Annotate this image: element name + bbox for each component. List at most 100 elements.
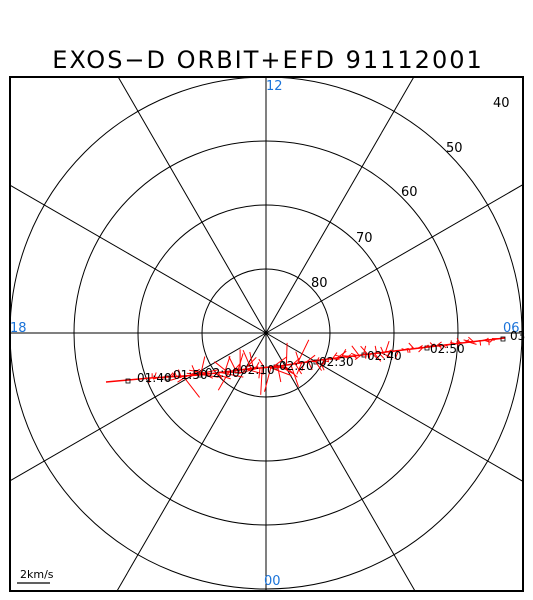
efd-vector	[249, 351, 254, 369]
efd-vector	[301, 362, 305, 371]
mlt-radial-lines	[9, 76, 524, 592]
efd-vector	[264, 366, 272, 392]
efd-vector	[224, 356, 231, 373]
efd-vector	[360, 345, 369, 355]
efd-vector	[178, 369, 182, 377]
efd-vector	[336, 357, 340, 361]
efd-vector	[380, 352, 393, 359]
orbit-time-label-0240: 02:40	[367, 349, 402, 363]
efd-vector	[255, 361, 260, 369]
orbit-time-label-0230: 02:30	[319, 355, 354, 369]
efd-vector	[217, 371, 230, 391]
efd-vector	[296, 339, 310, 364]
efd-vector	[371, 353, 378, 359]
efd-vector	[332, 352, 338, 359]
efd-vector	[171, 372, 175, 377]
efd-vector	[394, 350, 400, 360]
efd-vector	[164, 375, 168, 378]
efd-vector	[397, 349, 401, 352]
efd-vector	[307, 361, 313, 371]
efd-vector	[272, 356, 287, 368]
efd-vector	[477, 339, 481, 342]
efd-vector	[191, 365, 197, 376]
efd-vector	[233, 368, 250, 371]
efd-vector	[320, 359, 327, 367]
mlt-radial-line	[9, 184, 267, 334]
efd-vector	[258, 367, 261, 379]
efd-vector	[401, 348, 406, 351]
efd-vector	[170, 376, 175, 378]
efd-vector	[285, 342, 288, 366]
efd-vector	[463, 339, 472, 343]
mlt-radial-line	[265, 332, 524, 482]
efd-vector	[446, 343, 454, 346]
plot-title: EXOS−D ORBIT+EFD 91112001	[52, 46, 484, 74]
efd-vector	[277, 366, 282, 383]
mlt-radial-line	[265, 76, 415, 334]
efd-vector	[450, 341, 456, 345]
efd-vector	[386, 351, 391, 358]
orbit-time-label-0250: 02:50	[430, 342, 465, 356]
efd-vector	[350, 352, 357, 357]
efd-vector	[148, 377, 151, 383]
efd-vector	[429, 342, 435, 347]
efd-vector	[162, 377, 164, 381]
efd-vector	[213, 372, 231, 380]
efd-vector	[214, 361, 228, 372]
efd-vector	[334, 354, 344, 358]
efd-vector	[200, 356, 206, 376]
efd-vector	[486, 337, 489, 341]
efd-vector	[152, 377, 159, 380]
efd-vector	[305, 354, 316, 363]
efd-vector	[217, 372, 223, 380]
efd-vector	[294, 363, 303, 375]
orbit-time-label-03: 03	[510, 329, 525, 343]
mlt-label-12: 12	[266, 79, 283, 94]
efd-vector	[258, 358, 265, 368]
efd-vector	[182, 375, 200, 398]
efd-vector	[186, 372, 199, 376]
efd-vector	[424, 344, 429, 348]
orbit-time-marker	[500, 336, 506, 342]
efd-vector	[378, 352, 385, 359]
efd-vector	[296, 362, 303, 375]
efd-vector	[220, 372, 244, 378]
efd-vectors	[148, 336, 500, 398]
efd-vector	[330, 357, 335, 361]
efd-vector	[170, 375, 186, 381]
efd-vector	[305, 360, 313, 364]
latitude-label-50: 50	[446, 141, 463, 156]
efd-vector	[290, 364, 299, 387]
efd-vector	[204, 373, 214, 379]
efd-vector	[242, 350, 252, 370]
efd-vector	[281, 365, 290, 372]
efd-vector	[354, 354, 362, 361]
efd-vector	[223, 370, 232, 373]
mlt-radial-line	[117, 76, 267, 334]
efd-vector	[473, 340, 476, 344]
orbit-time-marker	[164, 375, 170, 381]
efd-vector	[345, 356, 349, 360]
velocity-scale-label: 2km/s	[20, 568, 54, 581]
mlt-radial-line	[265, 332, 416, 592]
mlt-radial-line	[116, 332, 267, 592]
mlt-label-00: 00	[264, 574, 281, 589]
efd-vector	[316, 357, 320, 361]
latitude-label-80: 80	[311, 276, 328, 291]
orbit-time-label-0150: 01:50	[173, 368, 208, 382]
efd-vector	[390, 350, 397, 352]
orbit-time-marker	[125, 378, 131, 384]
latitude-label-40: 40	[493, 96, 510, 111]
efd-vector	[418, 347, 424, 353]
mlt-label-18: 18	[10, 321, 27, 336]
efd-vector	[439, 345, 442, 351]
efd-vector	[336, 350, 347, 359]
efd-vector	[314, 360, 323, 371]
efd-vector	[380, 346, 384, 353]
mlt-radial-line	[265, 184, 524, 334]
efd-vector	[437, 345, 441, 348]
efd-vector	[153, 372, 157, 378]
mlt-radial-line	[9, 332, 267, 482]
mlt-label-06: 06	[503, 321, 520, 336]
